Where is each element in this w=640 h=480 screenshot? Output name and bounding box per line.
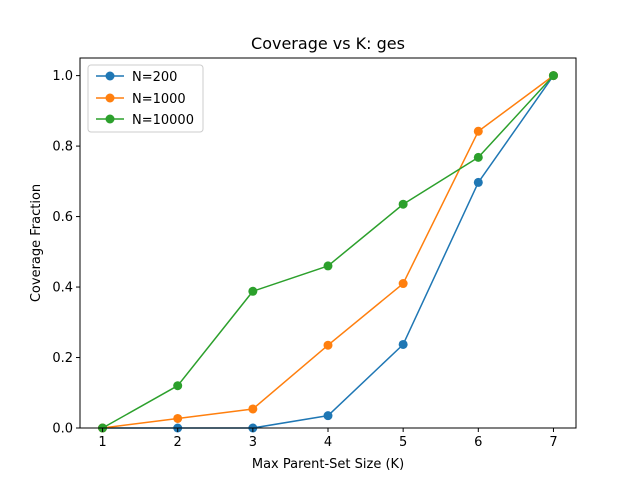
y-tick-label: 1.0: [52, 69, 73, 84]
data-point-series-2: [473, 152, 483, 162]
y-axis-ticks: 0.0 0.2 0.4 0.6 0.8 1.0: [52, 69, 80, 437]
x-tick-label: 6: [474, 435, 482, 450]
data-point-series-0: [398, 339, 408, 349]
legend-label-n10000: N=10000: [132, 113, 194, 128]
data-point-series-1: [173, 413, 183, 423]
x-axis-ticks: 1 2 3 4 5 6 7: [98, 428, 558, 450]
y-tick-label: 0.6: [52, 210, 73, 225]
legend-entry-n1000: N=1000: [96, 92, 186, 107]
x-tick-label: 7: [549, 435, 557, 450]
legend-marker-n1000: [105, 93, 115, 103]
legend-marker-n10000: [105, 114, 115, 124]
legend-label-n200: N=200: [132, 70, 177, 85]
data-point-series-1: [473, 126, 483, 136]
legend-box: [87, 64, 204, 133]
y-tick-label: 0.8: [52, 140, 73, 155]
data-point-series-2: [173, 381, 183, 391]
x-tick-label: 5: [399, 435, 407, 450]
data-point-series-1: [323, 340, 333, 350]
x-tick-label: 3: [249, 435, 257, 450]
data-point-series-0: [473, 177, 483, 187]
data-point-series-1: [248, 404, 258, 414]
data-point-series-0: [323, 411, 333, 421]
chart-title: Coverage vs K: ges: [251, 34, 405, 53]
data-point-series-2: [398, 199, 408, 209]
legend-label-n1000: N=1000: [132, 92, 186, 107]
x-tick-label: 4: [324, 435, 332, 450]
legend-entry-n10000: N=10000: [96, 113, 194, 128]
x-axis-label: Max Parent-Set Size (K): [252, 457, 404, 472]
x-tick-label: 1: [98, 435, 106, 450]
data-point-series-2: [248, 286, 258, 296]
data-point-series-2: [548, 71, 558, 81]
y-tick-label: 0.2: [52, 351, 73, 366]
legend: N=200 N=1000 N=10000: [87, 64, 204, 133]
plot-frame: [79, 57, 577, 429]
y-tick-label: 0.0: [52, 422, 73, 437]
data-point-series-2: [323, 261, 333, 271]
data-point-series-1: [398, 279, 408, 289]
legend-marker-n200: [105, 71, 115, 81]
y-tick-label: 0.4: [52, 281, 73, 296]
plot-area: 1 2 3 4 5 6 7 0.0 0.2 0.4 0.6 0.8 1.0: [52, 57, 577, 450]
y-axis-label: Coverage Fraction: [29, 184, 44, 302]
x-tick-label: 2: [174, 435, 182, 450]
legend-entry-n200: N=200: [96, 70, 177, 85]
